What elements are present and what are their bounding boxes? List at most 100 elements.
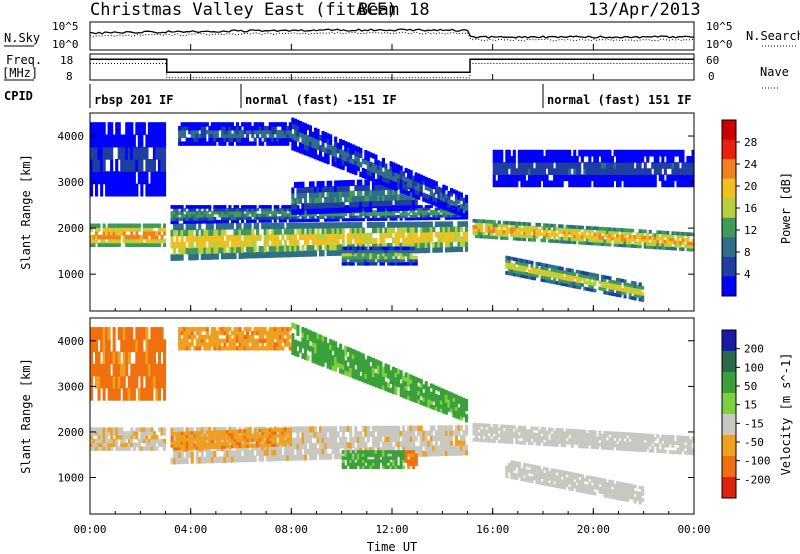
heatmap-cell (157, 231, 161, 236)
heatmap-cell (248, 208, 252, 212)
heatmap-cell (213, 126, 217, 131)
heatmap-cell (220, 205, 224, 209)
heatmap-cell (371, 189, 375, 196)
heatmap-cell (492, 229, 496, 234)
heatmap-cell (379, 255, 383, 260)
heatmap-cell (568, 268, 572, 272)
heatmap-cell (535, 261, 539, 266)
heatmap-cell (522, 228, 526, 232)
heatmap-cell (512, 269, 516, 274)
heatmap-cell (376, 373, 380, 380)
heatmap-cell (500, 223, 504, 228)
heatmap-cell (434, 197, 438, 203)
heatmap-cell (115, 159, 119, 172)
heatmap-cell (316, 431, 320, 438)
heatmap-cell (558, 266, 562, 270)
freq-label-2: [MHz] (2, 66, 38, 80)
heatmap-cell (454, 210, 458, 215)
heatmap-cell (459, 236, 463, 242)
heatmap-cell (535, 149, 539, 157)
heatmap-cell (329, 233, 333, 240)
heatmap-cell (195, 217, 199, 221)
heatmap-cell (422, 175, 426, 181)
heatmap-cell (160, 238, 164, 244)
heatmap-cell (200, 439, 204, 446)
heatmap-cell (666, 174, 670, 182)
heatmap-cell (424, 197, 428, 203)
heatmap-cell (354, 359, 358, 366)
heatmap-cell (631, 287, 635, 291)
heatmap-cell (296, 181, 300, 188)
heatmap-cell (366, 200, 370, 207)
heatmap-cell (296, 454, 300, 461)
heatmap-cell (538, 223, 542, 227)
heatmap-cell (432, 435, 436, 442)
heatmap-cell (256, 207, 260, 212)
heatmap-cell (550, 267, 554, 272)
heatmap-cell (286, 443, 290, 450)
heatmap-cell (140, 446, 144, 451)
heatmap-cell (407, 430, 411, 437)
heatmap-cell (520, 162, 524, 169)
heatmap-cell (160, 122, 164, 136)
heatmap-cell (517, 174, 521, 182)
heatmap-cell (324, 352, 328, 358)
heatmap-cell (570, 231, 574, 235)
heatmap-cell (374, 210, 378, 214)
heatmap-cell (540, 232, 544, 237)
heatmap-cell (548, 162, 552, 169)
heatmap-cell (374, 382, 378, 388)
heatmap-cell (97, 223, 101, 228)
heatmap-cell (656, 149, 660, 157)
heatmap-cell (683, 180, 687, 188)
heatmap-cell (178, 427, 182, 434)
heatmap-cell (361, 372, 365, 378)
heatmap-cell (246, 455, 250, 463)
heatmap-cell (306, 213, 310, 217)
heatmap-cell (303, 139, 307, 145)
heatmap-cell (402, 375, 406, 381)
heatmap-cell (449, 208, 453, 213)
heatmap-cell (155, 231, 159, 236)
heatmap-cell (374, 436, 378, 443)
heatmap-cell (525, 259, 529, 264)
heatmap-cell (402, 194, 406, 201)
heatmap-cell (314, 337, 318, 344)
heatmap-cell (417, 173, 421, 179)
heatmap-cell (412, 397, 416, 402)
heatmap-cell (397, 199, 401, 206)
heatmap-cell (215, 445, 219, 449)
heatmap-cell (683, 238, 687, 242)
heatmap-cell (666, 162, 670, 169)
heatmap-cell (178, 217, 182, 221)
heatmap-cell (359, 171, 363, 178)
heatmap-cell (271, 129, 275, 135)
heatmap-cell (135, 442, 139, 447)
heatmap-cell (107, 238, 111, 244)
heatmap-cell (404, 199, 408, 206)
heatmap-cell (371, 381, 375, 387)
heatmap-cell (230, 137, 234, 142)
heatmap-cell (178, 133, 182, 139)
heatmap-cell (361, 207, 365, 211)
heatmap-cell (414, 381, 418, 386)
heatmap-cell (598, 286, 602, 291)
heatmap-cell (303, 239, 307, 246)
heatmap-cell (555, 271, 559, 276)
heatmap-cell (145, 223, 149, 228)
heatmap-cell (621, 228, 625, 232)
heatmap-cell (180, 223, 184, 231)
heatmap-cell (422, 401, 426, 406)
heatmap-cell (392, 261, 396, 266)
heatmap-cell (140, 134, 144, 148)
heatmap-cell (271, 213, 275, 217)
heatmap-cell (329, 453, 333, 460)
heatmap-cell (638, 235, 642, 240)
heatmap-cell (301, 132, 305, 139)
heatmap-cell (548, 239, 552, 243)
heatmap-cell (200, 126, 204, 131)
heatmap-cell (369, 366, 373, 372)
heatmap-cell (427, 226, 431, 233)
heatmap-cell (283, 213, 287, 217)
heatmap-cell (366, 431, 370, 438)
